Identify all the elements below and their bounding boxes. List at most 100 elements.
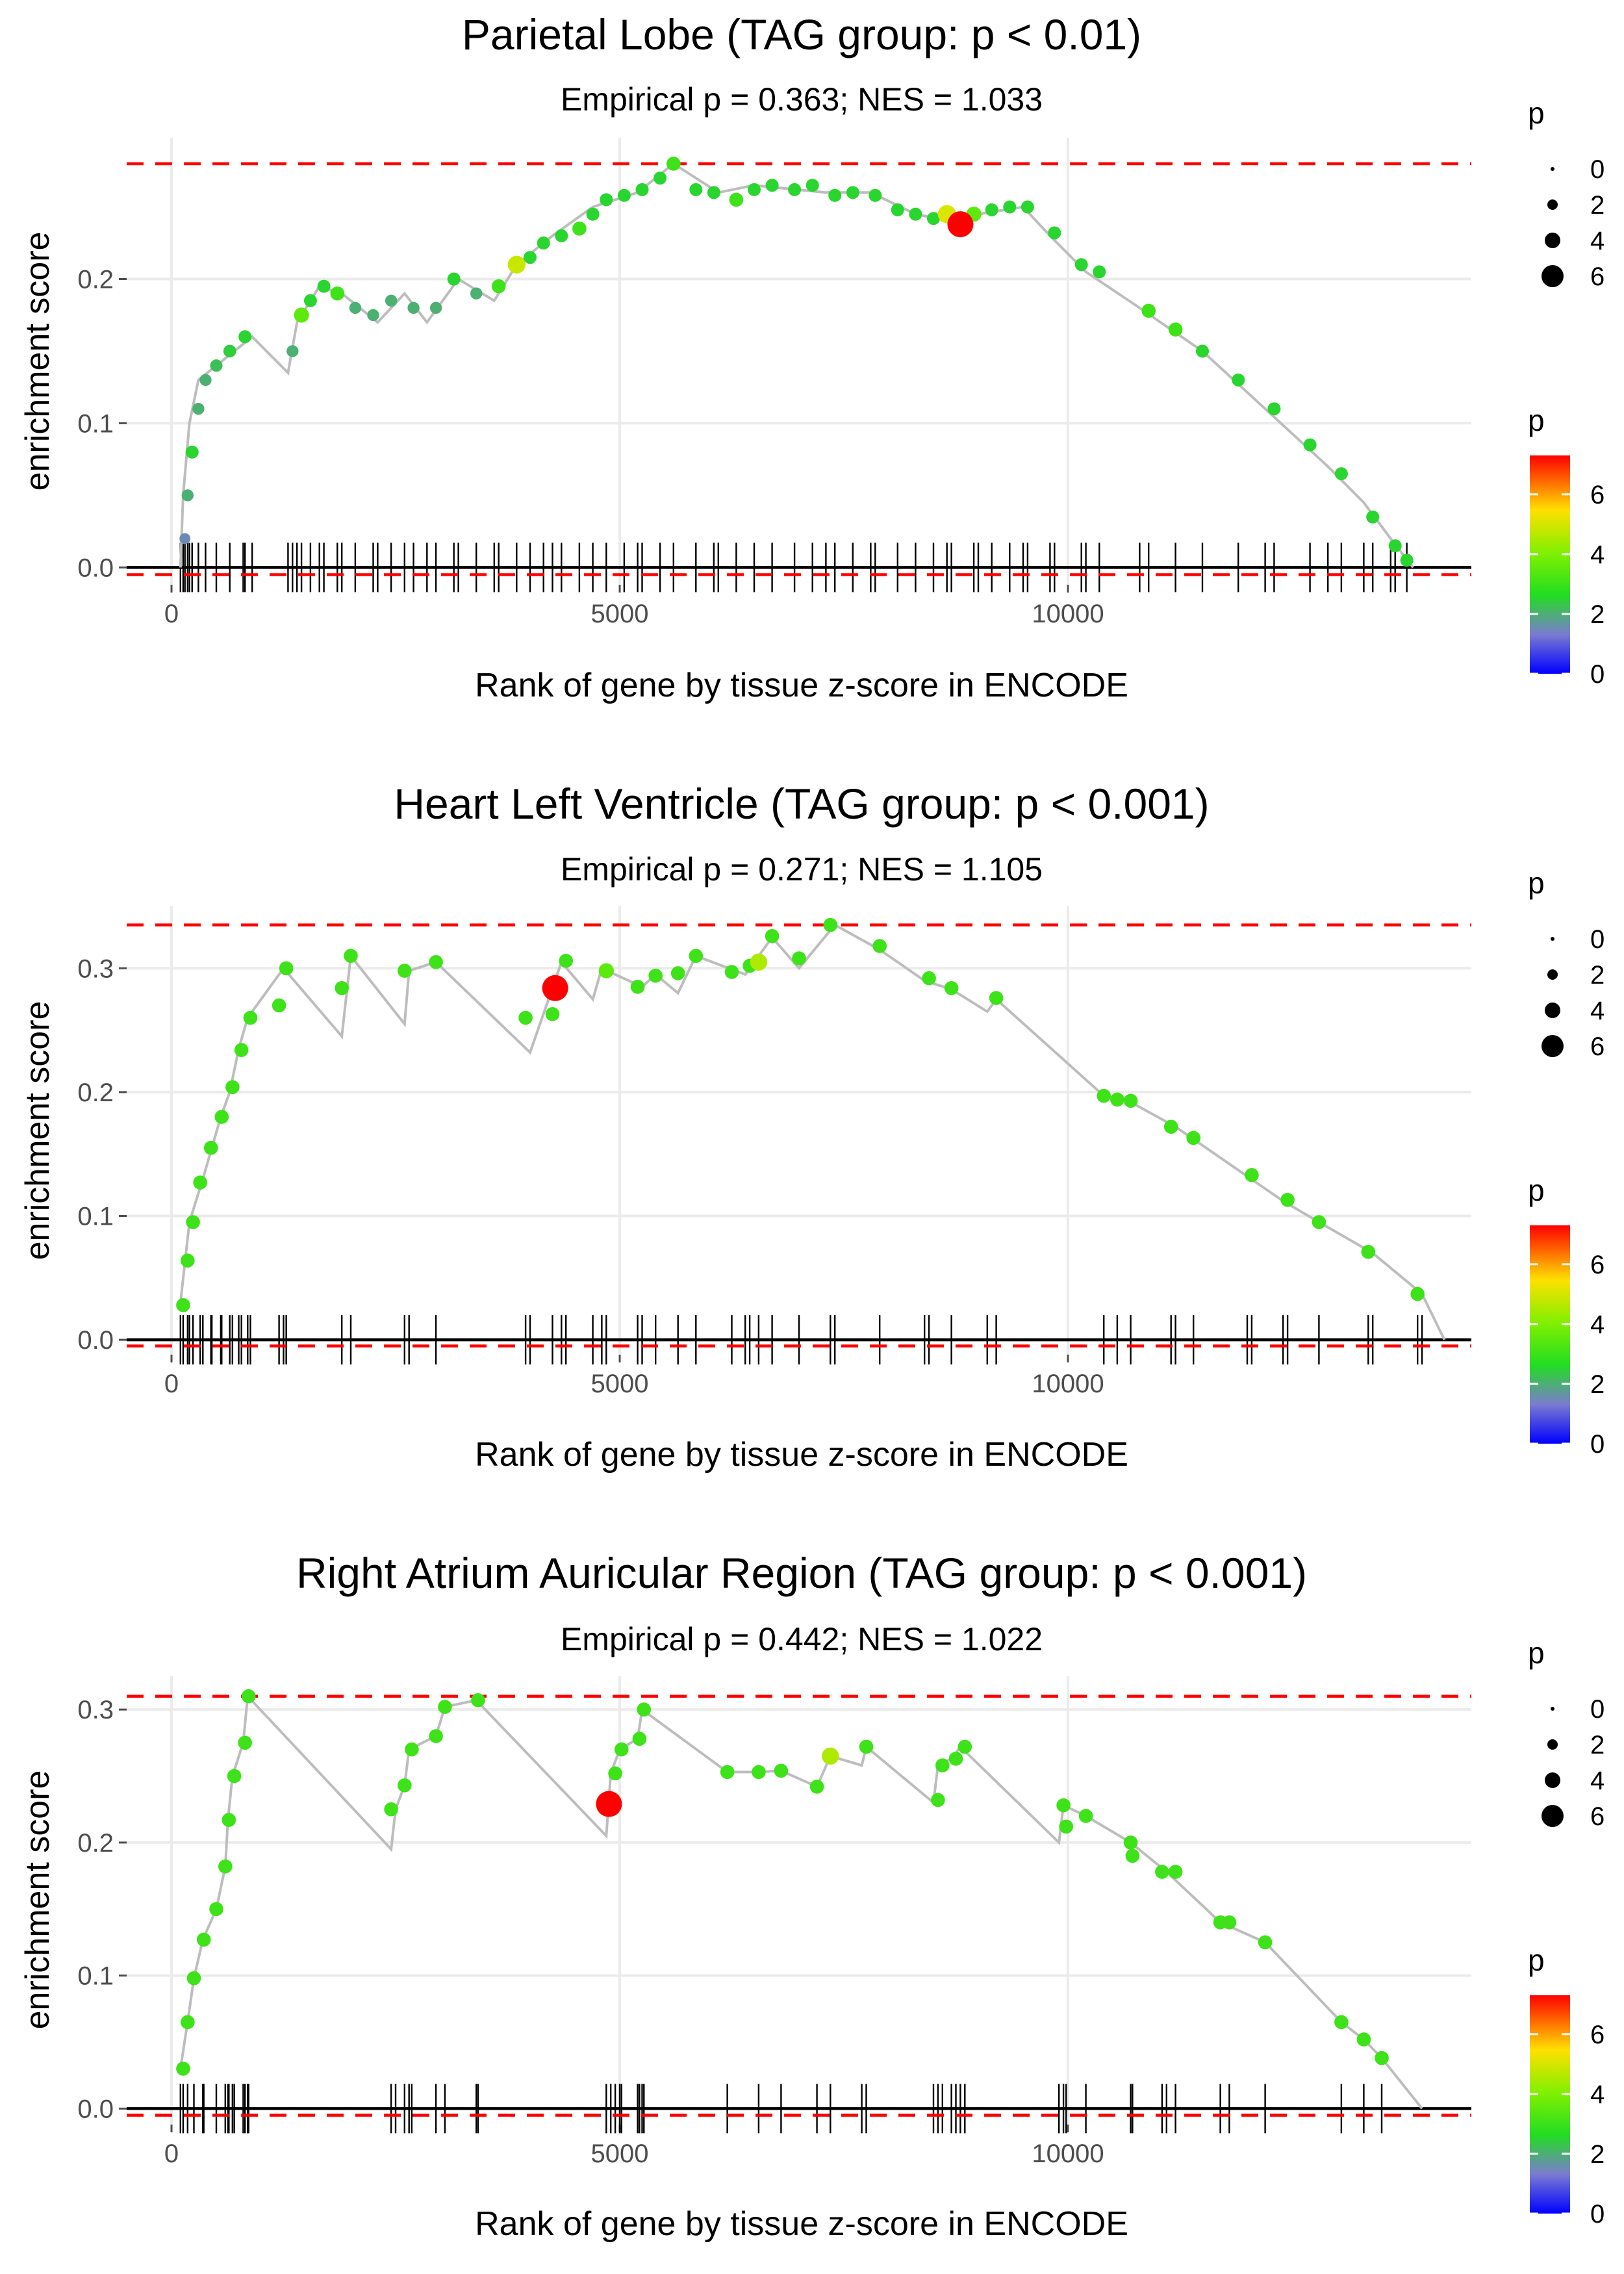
data-point bbox=[653, 172, 667, 185]
data-point bbox=[241, 1689, 256, 1704]
data-point bbox=[1021, 200, 1034, 214]
data-point bbox=[637, 1702, 652, 1717]
data-point bbox=[614, 1742, 629, 1757]
chart-title: Right Atrium Auricular Region (TAG group… bbox=[296, 1549, 1307, 1597]
color-legend-bar bbox=[1530, 1995, 1570, 2214]
data-point bbox=[181, 1253, 195, 1268]
highlight-point bbox=[542, 975, 568, 1001]
x-tick-label: 10000 bbox=[1032, 1370, 1104, 1398]
data-point bbox=[1093, 265, 1106, 279]
data-point bbox=[1003, 200, 1017, 214]
size-legend-dot bbox=[1547, 1739, 1558, 1750]
size-legend-dot bbox=[1551, 1707, 1554, 1711]
data-point bbox=[1361, 1244, 1376, 1259]
data-point bbox=[1356, 2032, 1371, 2047]
data-point bbox=[398, 1778, 412, 1793]
data-point bbox=[1125, 1848, 1140, 1863]
data-point bbox=[985, 203, 998, 216]
color-legend-bar bbox=[1530, 455, 1570, 674]
data-point bbox=[524, 251, 537, 264]
size-legend-label: 2 bbox=[1590, 961, 1605, 990]
y-tick-label: 0.2 bbox=[77, 1829, 114, 1858]
data-point bbox=[891, 203, 904, 216]
data-point bbox=[405, 1742, 419, 1757]
chart-subtitle: Empirical p = 0.442; NES = 1.022 bbox=[561, 1621, 1043, 1657]
data-point bbox=[429, 1729, 443, 1743]
y-tick-label: 0.2 bbox=[77, 1079, 114, 1107]
plot-area: 0 5000 10000 0.0 0.1 0.2 0.3 bbox=[77, 1676, 1471, 2168]
data-point bbox=[608, 1766, 622, 1781]
data-point bbox=[1267, 402, 1281, 416]
data-point bbox=[176, 1297, 190, 1312]
data-point bbox=[429, 301, 442, 314]
size-legend-dot bbox=[1542, 1035, 1564, 1057]
data-point bbox=[872, 939, 887, 953]
data-point bbox=[822, 1747, 839, 1765]
data-point bbox=[238, 330, 252, 344]
size-legend-label: 2 bbox=[1590, 191, 1605, 220]
data-point bbox=[765, 928, 780, 943]
color-legend-title: p bbox=[1528, 1943, 1545, 1977]
y-tick-label: 0.2 bbox=[77, 265, 114, 294]
data-point bbox=[1245, 1168, 1259, 1182]
data-point bbox=[666, 157, 681, 171]
data-point bbox=[349, 301, 362, 314]
size-legend-label: 0 bbox=[1590, 155, 1605, 184]
enrichment-score-line bbox=[179, 923, 1446, 1340]
color-legend-label: 6 bbox=[1590, 481, 1605, 509]
color-legend-label: 6 bbox=[1590, 1251, 1605, 1279]
data-point bbox=[600, 193, 613, 207]
data-point bbox=[586, 207, 600, 221]
data-point bbox=[632, 1731, 647, 1746]
data-point bbox=[507, 255, 526, 274]
data-point bbox=[1078, 1809, 1093, 1823]
panel-heart-left-ventricle: Heart Left Ventricle (TAG group: p < 0.0… bbox=[19, 780, 1605, 1474]
data-point bbox=[181, 489, 194, 502]
data-point bbox=[750, 953, 768, 971]
color-legend-label: 0 bbox=[1590, 660, 1605, 689]
x-tick-label: 0 bbox=[164, 1370, 179, 1398]
color-legend-label: 2 bbox=[1590, 1370, 1605, 1399]
size-legend-label: 6 bbox=[1590, 1032, 1605, 1061]
data-point bbox=[294, 307, 309, 323]
data-point bbox=[335, 981, 349, 995]
legend: p 0 2 4 6 p 6 4 2 0 bbox=[1528, 1636, 1605, 2229]
data-point bbox=[179, 533, 191, 544]
data-point bbox=[218, 1859, 233, 1874]
size-legend-dot bbox=[1542, 265, 1564, 287]
data-point bbox=[210, 359, 223, 372]
data-point bbox=[689, 949, 704, 964]
data-point bbox=[809, 1780, 824, 1794]
x-tick-label: 5000 bbox=[591, 2140, 649, 2168]
size-legend-title: p bbox=[1528, 1636, 1545, 1670]
data-point bbox=[555, 229, 568, 242]
data-point bbox=[846, 186, 859, 199]
data-point bbox=[670, 966, 685, 980]
data-point bbox=[176, 2062, 190, 2076]
size-legend-dot bbox=[1545, 233, 1560, 248]
data-point bbox=[1074, 258, 1088, 272]
data-point bbox=[598, 963, 614, 978]
data-point bbox=[330, 286, 345, 301]
data-point bbox=[344, 949, 358, 964]
y-tick-label: 0.0 bbox=[77, 554, 114, 582]
highlight-point bbox=[596, 1791, 622, 1817]
data-point bbox=[1232, 373, 1245, 387]
data-point bbox=[1280, 1192, 1295, 1207]
data-point bbox=[823, 917, 838, 932]
y-tick-label: 0.3 bbox=[77, 1696, 114, 1724]
legend: p 0 2 4 6 p 6 4 2 0 bbox=[1528, 866, 1605, 1459]
data-point bbox=[707, 186, 720, 199]
size-legend-label: 4 bbox=[1590, 997, 1605, 1025]
data-point bbox=[317, 279, 331, 293]
data-point bbox=[752, 1765, 766, 1780]
size-legend-label: 4 bbox=[1590, 227, 1605, 255]
color-legend-title: p bbox=[1528, 403, 1545, 437]
size-legend-dot bbox=[1545, 1772, 1560, 1788]
x-tick-label: 5000 bbox=[591, 1370, 649, 1398]
data-point bbox=[429, 954, 443, 969]
data-point bbox=[196, 1932, 211, 1947]
data-point bbox=[792, 951, 806, 965]
color-legend-label: 0 bbox=[1590, 2200, 1605, 2229]
